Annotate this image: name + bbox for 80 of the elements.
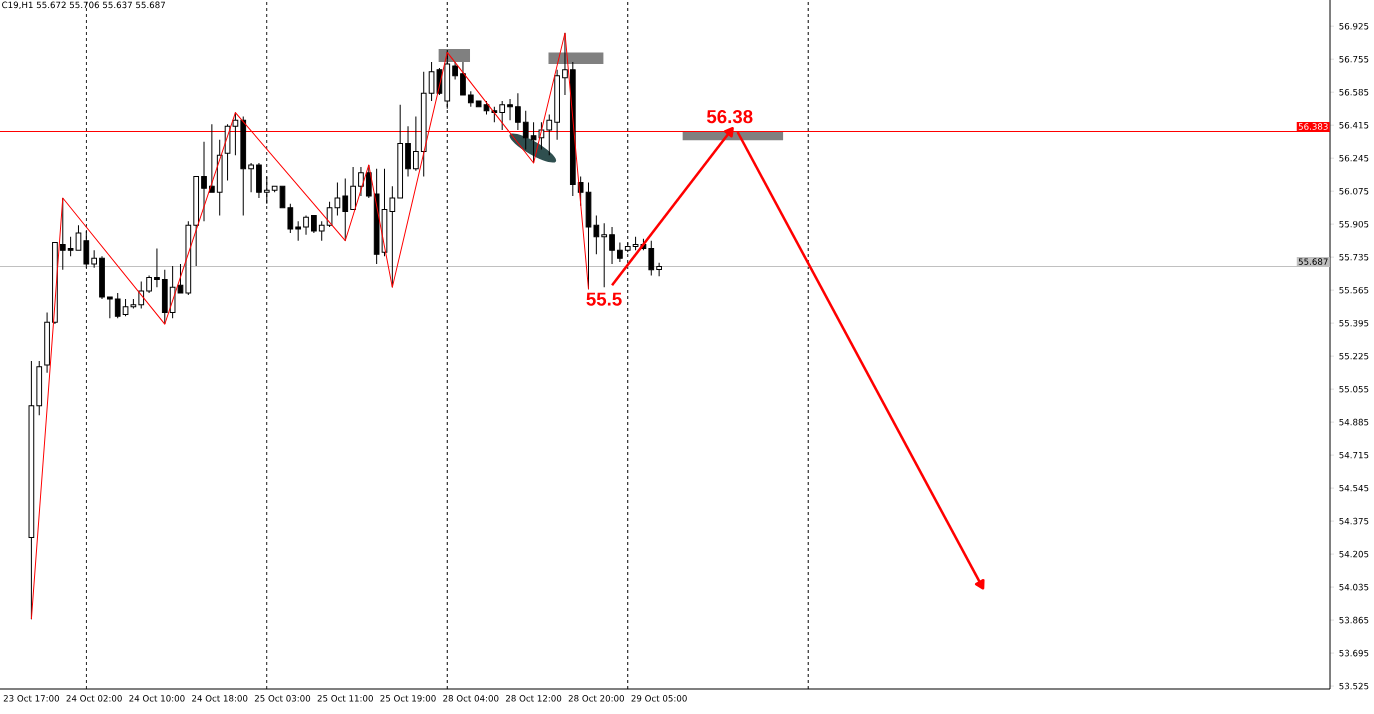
- candlestick: [193, 176, 200, 267]
- candlestick: [656, 262, 662, 277]
- x-tick-label: 29 Oct 05:00: [631, 695, 687, 702]
- y-tick-label: 53.865: [1339, 616, 1369, 624]
- y-tick-label: 54.035: [1339, 583, 1369, 591]
- y-tick-label: 56.755: [1339, 55, 1369, 63]
- y-tick-label: 55.735: [1339, 253, 1369, 261]
- y-tick-label: 54.885: [1339, 418, 1369, 426]
- candlestick: [648, 240, 655, 277]
- candlestick: [99, 255, 105, 300]
- y-tick-label: 54.205: [1339, 550, 1369, 558]
- candlestick: [318, 220, 325, 242]
- y-tick-label: 56.925: [1339, 22, 1369, 30]
- y-tick-label: 53.525: [1339, 682, 1369, 690]
- candlestick: [256, 162, 262, 199]
- chart-title: C19,H1 55.672 55.706 55.637 55.687: [2, 1, 165, 10]
- annotation: 56.38: [706, 110, 753, 124]
- y-tick-label: 53.695: [1339, 649, 1369, 657]
- candlestick: [107, 296, 113, 319]
- candlestick: [420, 71, 427, 178]
- y-tick-label: 55.225: [1339, 352, 1369, 360]
- candlestick: [554, 69, 560, 141]
- candlestick: [601, 222, 608, 288]
- candlestick: [460, 61, 466, 96]
- x-tick-label: 28 Oct 20:00: [568, 695, 624, 702]
- candlestick: [507, 98, 513, 121]
- candlestick: [467, 90, 474, 108]
- candlestick: [185, 220, 192, 296]
- x-tick-label: 25 Oct 03:00: [254, 695, 311, 702]
- candlestick: [303, 214, 309, 236]
- candlestick: [522, 110, 529, 150]
- x-tick-label: 25 Oct 11:00: [317, 695, 373, 702]
- y-tick-label: 54.545: [1339, 484, 1369, 492]
- candlestick: [609, 226, 615, 265]
- candlestick: [358, 166, 364, 197]
- candlestick: [546, 114, 553, 156]
- x-tick-label: 23 Oct 17:00: [3, 695, 60, 702]
- candlestick: [295, 220, 302, 242]
- y-tick-label: 55.055: [1339, 385, 1369, 393]
- candlestick: [617, 242, 623, 263]
- x-tick-label: 24 Oct 10:00: [129, 695, 185, 702]
- x-tick-label: 28 Oct 04:00: [443, 695, 499, 702]
- candlestick: [44, 311, 50, 374]
- candlestick: [154, 247, 160, 288]
- candlestick: [350, 166, 356, 211]
- y-tick-label: 55.395: [1339, 319, 1369, 327]
- candlestick: [311, 214, 317, 234]
- candlestick: [413, 115, 419, 172]
- x-tick-label: 28 Oct 12:00: [505, 695, 562, 702]
- candlestick: [452, 61, 458, 81]
- candlestick: [161, 269, 168, 325]
- candlestick: [216, 139, 223, 216]
- candlestick: [91, 249, 98, 269]
- y-tick-label: 56.585: [1339, 88, 1369, 96]
- candlestick: [146, 275, 152, 294]
- candlestick: [499, 100, 506, 131]
- y-tick-label: 56.075: [1339, 187, 1369, 195]
- annotation: 55.5: [586, 292, 622, 306]
- candlestick: [248, 162, 254, 193]
- ref-line-label: 55.687: [1298, 258, 1328, 265]
- candlestick: [397, 104, 404, 199]
- candlestick: [114, 292, 121, 319]
- candlestick: [232, 112, 239, 156]
- candlestick: [515, 92, 521, 131]
- candlestick: [287, 203, 294, 234]
- y-tick-label: 54.375: [1339, 517, 1369, 525]
- y-tick-label: 55.905: [1339, 220, 1369, 228]
- candlestick: [201, 141, 207, 222]
- candlestick: [240, 115, 247, 216]
- candlestick: [405, 125, 411, 178]
- candlestick: [83, 230, 90, 269]
- candlestick: [36, 360, 43, 416]
- x-tick-label: 24 Oct 18:00: [192, 695, 248, 702]
- x-tick-label: 24 Oct 02:00: [66, 695, 122, 702]
- y-tick-label: 54.715: [1339, 451, 1369, 459]
- y-tick-label: 56.415: [1339, 121, 1369, 129]
- y-tick-label: 55.565: [1339, 286, 1369, 294]
- x-tick-label: 25 Oct 19:00: [380, 695, 436, 702]
- y-tick-label: 56.245: [1339, 154, 1369, 162]
- ref-line-label: 56.383: [1298, 123, 1328, 130]
